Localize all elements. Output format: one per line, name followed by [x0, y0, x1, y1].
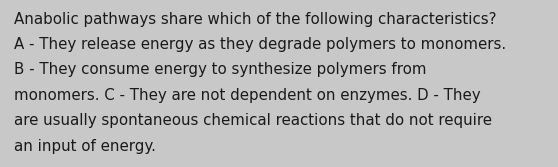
- Text: are usually spontaneous chemical reactions that do not require: are usually spontaneous chemical reactio…: [14, 113, 492, 128]
- Text: monomers. C - They are not dependent on enzymes. D - They: monomers. C - They are not dependent on …: [14, 88, 480, 103]
- Text: B - They consume energy to synthesize polymers from: B - They consume energy to synthesize po…: [14, 62, 426, 77]
- Text: A - They release energy as they degrade polymers to monomers.: A - They release energy as they degrade …: [14, 37, 506, 52]
- Text: Anabolic pathways share which of the following characteristics?: Anabolic pathways share which of the fol…: [14, 12, 497, 27]
- Text: an input of energy.: an input of energy.: [14, 139, 156, 154]
